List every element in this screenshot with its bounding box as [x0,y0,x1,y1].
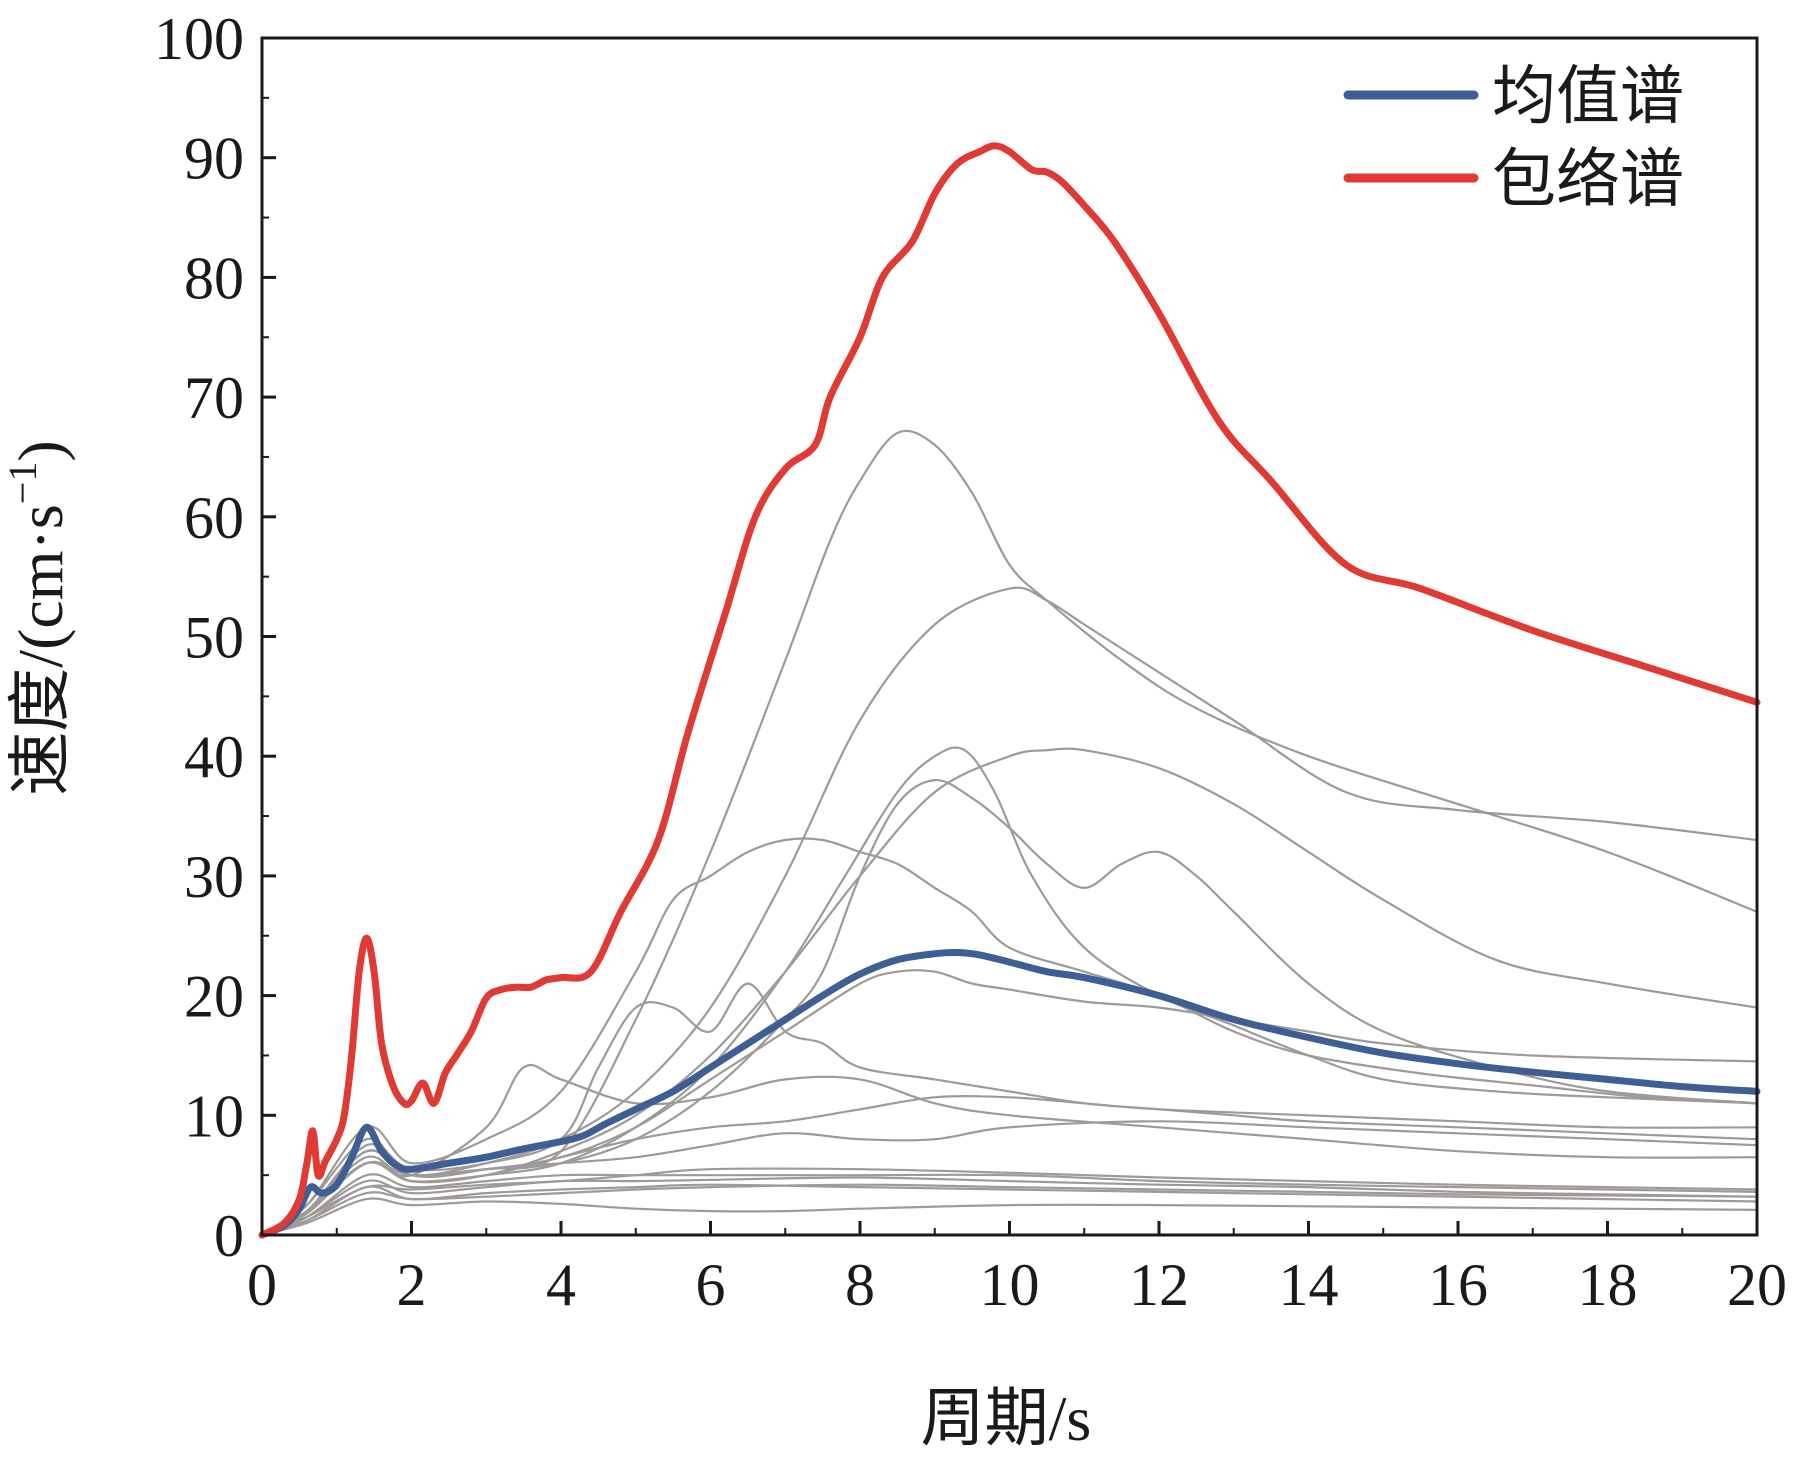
spectrum-curve-10 [261,1095,1758,1236]
x-tick-label: 16 [1428,1252,1488,1318]
x-tick-label: 0 [247,1252,277,1318]
y-tick-label: 100 [154,6,244,72]
summary-spectra [258,142,1761,1239]
y-axis-title-main: 速度/(cm·s [5,504,76,796]
spectrum-curve-6 [261,778,1758,1236]
spectrum-curve-3 [261,747,1758,1236]
x-axis: 0 2 4 6 8 10 12 14 16 18 20 [247,1221,1787,1318]
x-tick-label: 4 [546,1252,576,1318]
legend: 均值谱 包络谱 [1343,61,1684,215]
x-tick-label: 18 [1578,1252,1638,1318]
legend-label-envelope: 包络谱 [1492,144,1684,215]
y-tick-label: 0 [214,1203,244,1269]
y-tick-label: 50 [184,605,244,671]
spectrum-curve-2 [261,586,1758,1236]
y-axis: 0 10 20 30 40 50 60 70 80 90 100 [154,6,276,1269]
spectrum-curve-15 [261,1197,1758,1237]
x-tick-label: 2 [397,1252,427,1318]
y-axis-title-superscript: −1 [0,462,45,505]
x-tick-label: 10 [980,1252,1040,1318]
envelope-spectrum-line [258,142,1761,1239]
y-tick-label: 60 [184,485,244,551]
spectrum-curve-13 [261,1176,1758,1237]
spectrum-curve-9 [261,1063,1758,1236]
spectrum-curve-8 [261,982,1758,1236]
x-tick-label: 20 [1727,1252,1787,1318]
y-tick-label: 90 [184,126,244,192]
spectrum-curve-11 [261,1120,1758,1236]
y-tick-label: 80 [184,245,244,311]
y-tick-label: 10 [184,1083,244,1149]
spectrum-curve-7 [261,969,1758,1236]
y-axis-title: 速度/(cm·s−1) [0,440,76,795]
x-tick-label: 8 [845,1252,875,1318]
spectrum-curve-16 [261,1167,1758,1237]
y-tick-label: 40 [184,724,244,790]
x-tick-label: 14 [1279,1252,1339,1318]
individual-spectra [261,429,1758,1237]
spectrum-curve-17 [261,1183,1758,1237]
mean-spectrum-line [258,948,1761,1239]
x-tick-label: 12 [1129,1252,1189,1318]
y-axis-title-close: ) [5,440,76,461]
spectrum-curve-12 [261,1173,1758,1237]
y-tick-label: 20 [184,964,244,1030]
y-tick-label: 70 [184,365,244,431]
spectrum-curve-5 [261,837,1758,1236]
legend-label-mean: 均值谱 [1492,61,1684,132]
y-tick-label: 30 [184,844,244,910]
spectrum-curve-4 [261,746,1758,1236]
x-tick-label: 6 [696,1252,726,1318]
x-axis-title: 周期/s [921,1383,1092,1454]
